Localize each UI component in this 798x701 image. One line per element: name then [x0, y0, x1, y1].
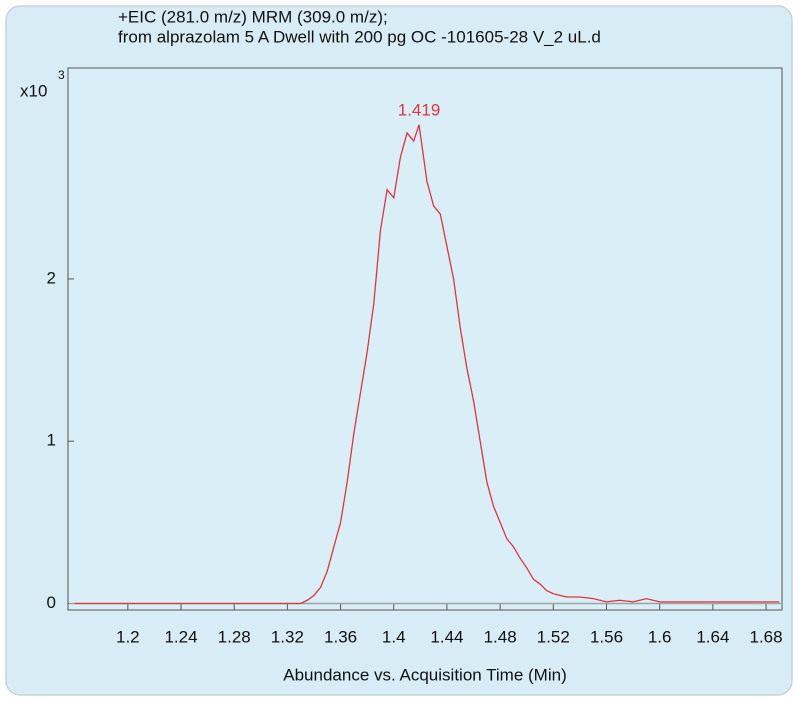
x-tick-label: 1.44: [430, 627, 463, 646]
x-tick-label: 1.52: [537, 627, 570, 646]
x-tick-label: 1.6: [648, 627, 672, 646]
plot-area: [67, 67, 783, 611]
y-tick-label: 0: [47, 593, 56, 612]
x-tick-label: 1.36: [324, 627, 357, 646]
x-tick-label: 1.48: [484, 627, 517, 646]
title-line: from alprazolam 5 A Dwell with 200 pg OC…: [118, 27, 601, 46]
x-tick-label: 1.4: [382, 627, 406, 646]
y-scale-exponent: 3: [58, 68, 65, 82]
x-tick-label: 1.56: [590, 627, 623, 646]
peak-label: 1.419: [398, 100, 441, 119]
title-line: +EIC (281.0 m/z) MRM (309.0 m/z);: [118, 7, 388, 26]
x-tick-label: 1.24: [164, 627, 197, 646]
y-scale-label: x10: [20, 81, 47, 100]
x-tick-label: 1.28: [218, 627, 251, 646]
y-tick-label: 2: [47, 268, 56, 287]
x-tick-label: 1.64: [696, 627, 729, 646]
data-line: [74, 124, 780, 605]
x-tick-label: 1.32: [271, 627, 304, 646]
x-axis-label: Abundance vs. Acquisition Time (Min): [283, 665, 566, 684]
y-tick-label: 1: [47, 431, 56, 450]
x-tick-label: 1.2: [116, 627, 140, 646]
x-tick-label: 1.68: [749, 627, 782, 646]
